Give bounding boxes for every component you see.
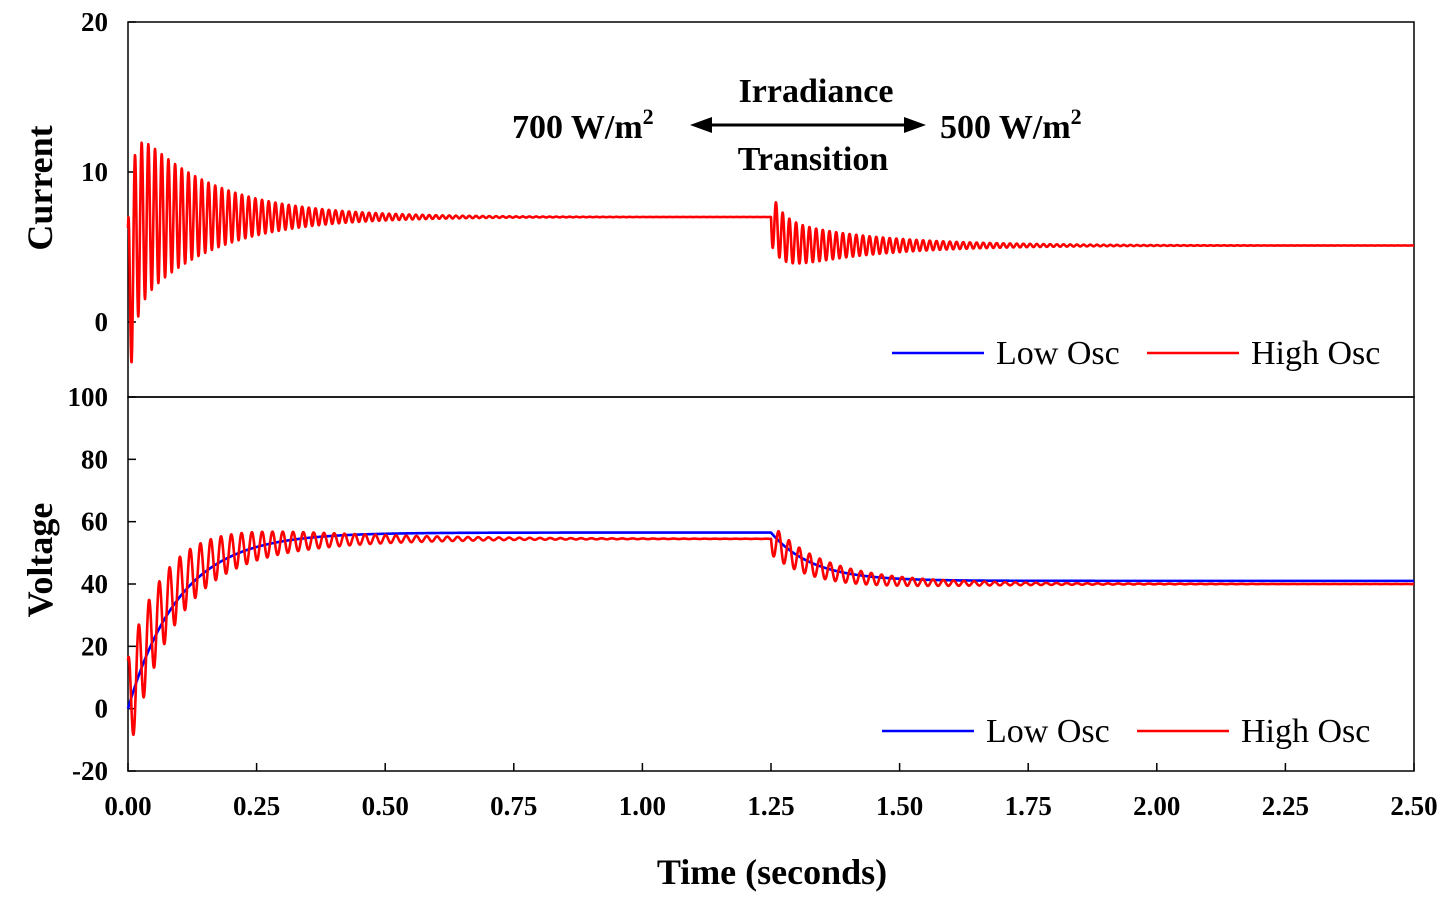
current-panel: 0 10 20 Low Osc High Osc [81,7,1416,398]
xtick-label: 1.50 [876,791,923,821]
current-ytick-label: 0 [95,307,109,337]
voltage-legend-label: High Osc [1241,713,1370,750]
time-axis-title: Time (seconds) [657,852,887,892]
current-ytick-label: 20 [81,7,108,37]
xtick-label: 0.50 [362,791,409,821]
voltage-ytick-label: 0 [95,694,109,724]
irradiance-label: Irradiance [739,73,894,110]
xtick-label: 0.00 [104,791,151,821]
voltage-ytick-label: 100 [68,382,109,412]
irradiance-right-label: 500 W/m2 [940,104,1082,146]
transition-label: Transition [738,141,889,178]
voltage-panel: -20 0 20 40 60 80 100 Low Osc High Osc [68,382,1416,786]
xtick-label: 0.25 [233,791,280,821]
xtick-label: 2.50 [1390,791,1437,821]
voltage-ytick-label: 80 [81,444,108,474]
arrow-right-icon [904,117,926,133]
current-legend-label: High Osc [1251,335,1380,372]
voltage-ytick-label: 20 [81,631,108,661]
voltage-ytick-label: 40 [81,569,108,599]
voltage-ytick-label: -20 [72,756,108,786]
voltage-legend: Low Osc High Osc [882,713,1370,750]
current-legend: Low Osc High Osc [892,335,1380,372]
voltage-axis-title: Voltage [20,503,60,618]
voltage-legend-label: Low Osc [986,713,1110,750]
xtick-label: 0.75 [490,791,537,821]
current-legend-label: Low Osc [996,335,1120,372]
xtick-label: 1.75 [1005,791,1052,821]
xtick-label: 1.00 [619,791,666,821]
xtick-label: 1.25 [747,791,794,821]
current-axis-title: Current [20,125,60,250]
irradiance-annotation: 700 W/m2 Irradiance Transition 500 W/m2 [512,73,1082,178]
voltage-series-low-osc [126,531,1416,710]
current-series-high-osc [126,141,1416,364]
arrow-left-icon [690,117,712,133]
current-ytick-label: 10 [81,157,108,187]
xtick-label: 2.00 [1133,791,1180,821]
xtick-label: 2.25 [1262,791,1309,821]
irradiance-left-label: 700 W/m2 [512,104,654,146]
voltage-ytick-label: 60 [81,507,108,537]
voltage-series-high-osc [126,529,1416,737]
